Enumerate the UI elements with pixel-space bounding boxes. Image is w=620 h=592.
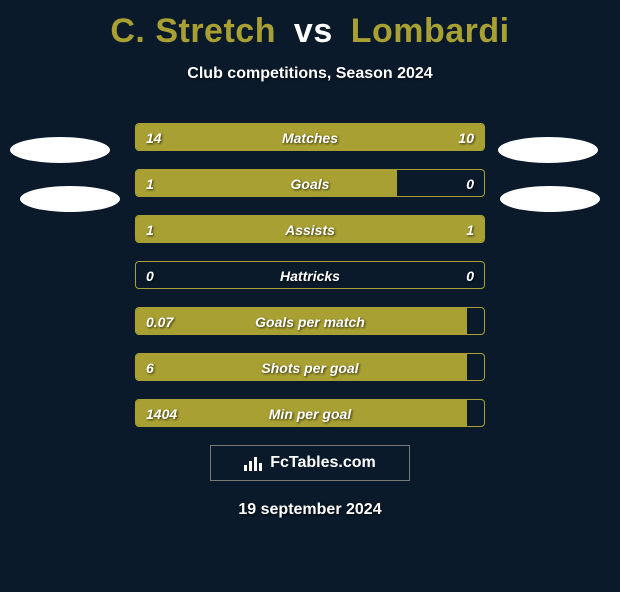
subtitle: Club competitions, Season 2024 [0,65,620,83]
player2-name: Lombardi [351,12,510,50]
footer-brand-text: FcTables.com [270,454,376,472]
stat-row: 0.07Goals per match [135,307,485,335]
vs-separator: vs [294,12,333,50]
stat-row: 0Hattricks0 [135,261,485,289]
date-text: 19 september 2024 [0,501,620,519]
player1-name: C. Stretch [110,12,276,50]
value-right: 1 [466,216,474,243]
stat-label: Hattricks [136,262,484,289]
stat-label: Min per goal [136,400,484,427]
player-photo-placeholder [500,186,600,212]
footer-brand-box: FcTables.com [210,445,410,481]
value-right: 0 [466,170,474,197]
stat-label: Goals [136,170,484,197]
value-right: 0 [466,262,474,289]
stat-row: 14Matches10 [135,123,485,151]
stat-row: 1Goals0 [135,169,485,197]
value-right: 10 [458,124,474,151]
stat-label: Matches [136,124,484,151]
stats-chart: 14Matches101Goals01Assists10Hattricks00.… [135,123,485,427]
stat-row: 6Shots per goal [135,353,485,381]
stat-row: 1404Min per goal [135,399,485,427]
stat-label: Shots per goal [136,354,484,381]
stat-row: 1Assists1 [135,215,485,243]
stat-label: Assists [136,216,484,243]
comparison-title: C. Stretch vs Lombardi [0,12,620,51]
player-photo-placeholder [10,137,110,163]
stat-label: Goals per match [136,308,484,335]
player-photo-placeholder [498,137,598,163]
player-photo-placeholder [20,186,120,212]
bars-icon [244,455,264,471]
